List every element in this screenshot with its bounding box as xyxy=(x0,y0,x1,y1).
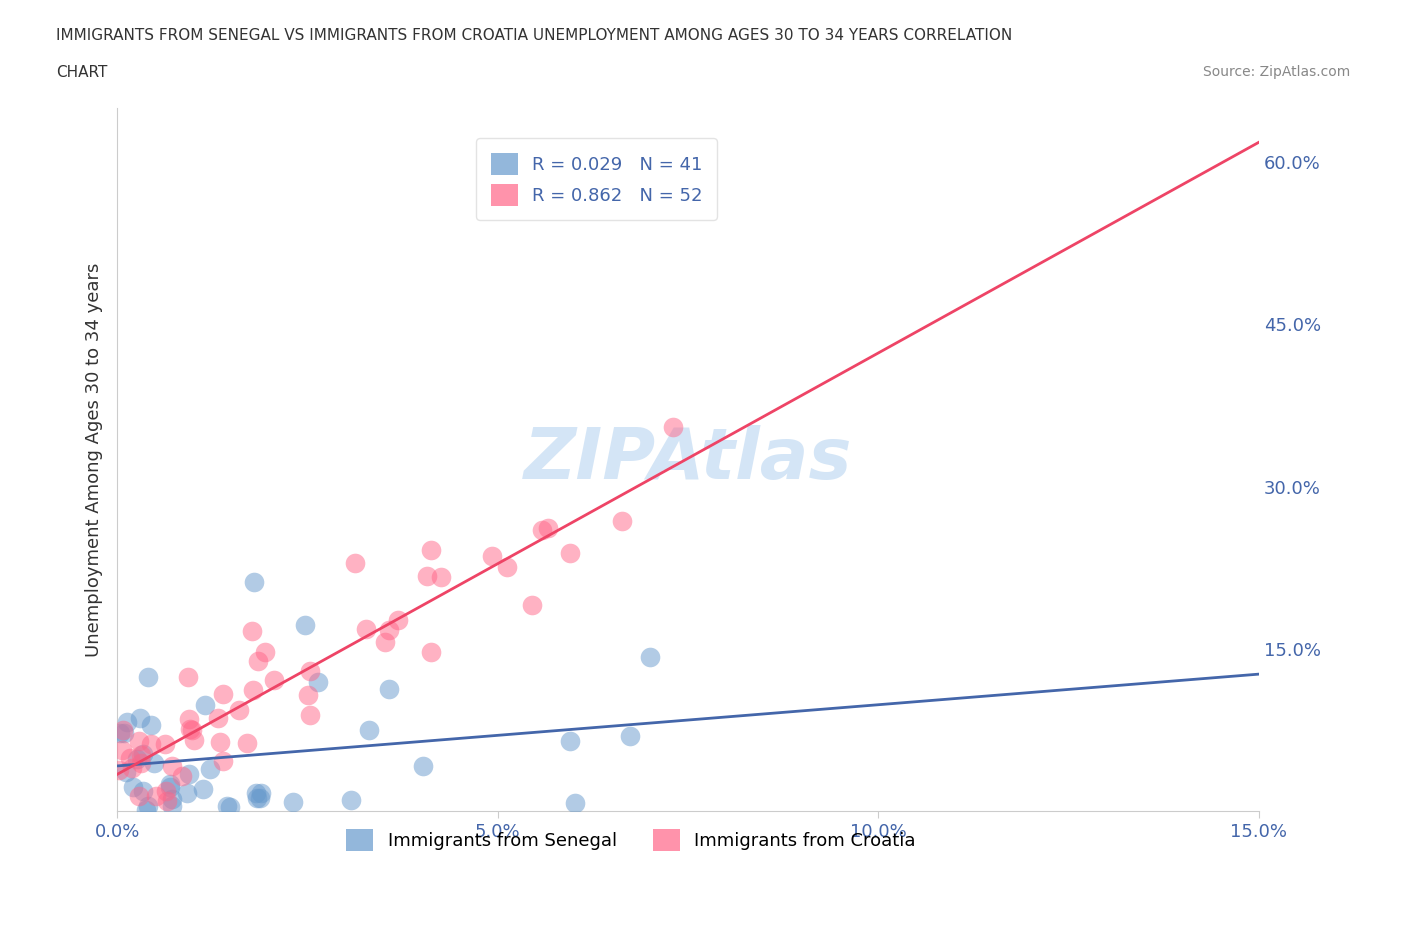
Point xyxy=(207,711,229,725)
Point xyxy=(560,546,582,561)
Point xyxy=(378,622,401,637)
Point xyxy=(496,560,519,575)
Point xyxy=(537,520,560,535)
Point xyxy=(212,686,235,701)
Point xyxy=(558,734,581,749)
Point xyxy=(208,735,231,750)
Point xyxy=(177,670,200,684)
Point xyxy=(612,513,634,528)
Point xyxy=(112,725,135,740)
Point xyxy=(176,785,198,800)
Point xyxy=(111,743,134,758)
Point xyxy=(378,682,401,697)
Point xyxy=(250,785,273,800)
Point xyxy=(162,799,184,814)
Point xyxy=(661,419,683,434)
Point xyxy=(179,722,201,737)
Point xyxy=(159,777,181,791)
Point xyxy=(297,688,319,703)
Point xyxy=(142,755,165,770)
Point xyxy=(155,783,177,798)
Point xyxy=(135,803,157,817)
Point xyxy=(219,800,242,815)
Point xyxy=(564,796,586,811)
Point xyxy=(281,795,304,810)
Point xyxy=(412,758,434,773)
Point xyxy=(298,707,321,722)
Point xyxy=(118,751,141,765)
Point xyxy=(131,748,153,763)
Point xyxy=(374,635,396,650)
Point xyxy=(117,714,139,729)
Point xyxy=(354,621,377,636)
Point xyxy=(181,723,204,737)
Point xyxy=(340,792,363,807)
Point xyxy=(217,798,239,813)
Point xyxy=(294,618,316,632)
Point xyxy=(159,779,181,794)
Point xyxy=(172,768,194,783)
Point xyxy=(253,644,276,659)
Point xyxy=(228,703,250,718)
Point xyxy=(640,650,662,665)
Point xyxy=(132,746,155,761)
Point xyxy=(243,574,266,589)
Point xyxy=(343,556,366,571)
Point xyxy=(121,760,143,775)
Point xyxy=(235,736,257,751)
Point xyxy=(263,672,285,687)
Point xyxy=(357,723,380,737)
Y-axis label: Unemployment Among Ages 30 to 34 years: Unemployment Among Ages 30 to 34 years xyxy=(86,262,103,657)
Point xyxy=(420,542,443,557)
Point xyxy=(121,780,143,795)
Point xyxy=(246,654,269,669)
Point xyxy=(194,698,217,713)
Point xyxy=(160,759,183,774)
Point xyxy=(128,733,150,748)
Point xyxy=(153,737,176,751)
Point xyxy=(242,683,264,698)
Point xyxy=(129,711,152,725)
Point xyxy=(107,763,129,777)
Point xyxy=(198,762,221,777)
Point xyxy=(177,766,200,781)
Legend: Immigrants from Senegal, Immigrants from Croatia: Immigrants from Senegal, Immigrants from… xyxy=(339,822,922,858)
Point xyxy=(128,789,150,804)
Point xyxy=(177,711,200,726)
Point xyxy=(307,675,329,690)
Point xyxy=(139,718,162,733)
Point xyxy=(249,790,271,805)
Point xyxy=(110,725,132,740)
Point xyxy=(115,764,138,779)
Point xyxy=(136,670,159,684)
Text: Source: ZipAtlas.com: Source: ZipAtlas.com xyxy=(1202,65,1350,79)
Point xyxy=(162,791,184,806)
Text: ZIPAtlas: ZIPAtlas xyxy=(523,425,852,494)
Point xyxy=(132,784,155,799)
Text: CHART: CHART xyxy=(56,65,108,80)
Point xyxy=(430,570,453,585)
Text: IMMIGRANTS FROM SENEGAL VS IMMIGRANTS FROM CROATIA UNEMPLOYMENT AMONG AGES 30 TO: IMMIGRANTS FROM SENEGAL VS IMMIGRANTS FR… xyxy=(56,28,1012,43)
Point xyxy=(522,597,544,612)
Point xyxy=(145,789,167,804)
Point xyxy=(212,753,235,768)
Point xyxy=(136,798,159,813)
Point xyxy=(183,733,205,748)
Point xyxy=(156,793,179,808)
Point xyxy=(419,645,441,660)
Point xyxy=(387,613,409,628)
Point xyxy=(246,791,269,806)
Point xyxy=(125,752,148,767)
Point xyxy=(131,755,153,770)
Point xyxy=(481,548,503,563)
Point xyxy=(530,523,553,538)
Point xyxy=(112,722,135,737)
Point xyxy=(299,664,322,679)
Point xyxy=(139,737,162,751)
Point xyxy=(619,728,641,743)
Point xyxy=(245,786,267,801)
Point xyxy=(416,568,439,583)
Point xyxy=(240,623,263,638)
Point xyxy=(193,782,215,797)
